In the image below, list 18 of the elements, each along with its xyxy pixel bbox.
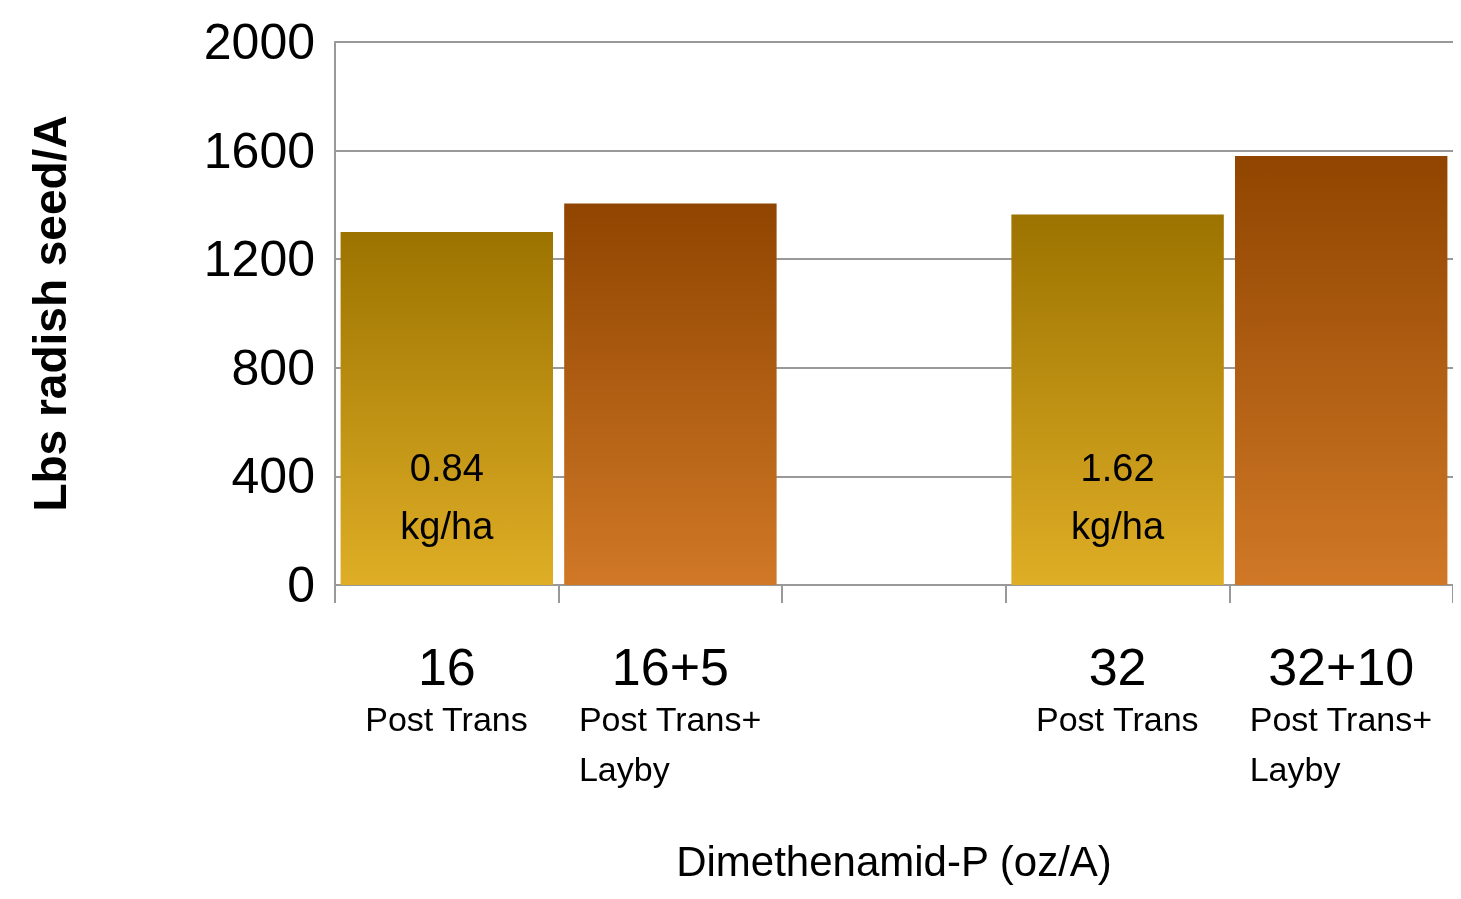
annotation: 0.84 kg/ha <box>400 447 495 547</box>
x-axis-title: Dimethenamid-P (oz/A) <box>676 837 1112 885</box>
annotation: 1.62 kg/ha <box>1071 447 1165 547</box>
y-tick-label: 800 <box>231 339 315 396</box>
y-axis-title: Lbs radish seed/A <box>24 115 76 512</box>
y-tick-label: 400 <box>231 448 315 505</box>
x-tick-label: 32 Post Trans <box>1036 638 1199 738</box>
y-tick-label: 2000 <box>203 14 315 70</box>
bar <box>340 232 554 585</box>
y-tick-label: 0 <box>287 557 315 613</box>
x-tick-label: 32+10 Post Trans+ Layby <box>1249 638 1433 788</box>
x-tick-label: 16+5 Post Trans+ Layby <box>578 638 762 788</box>
x-tick-label: 16 Post Trans <box>365 638 528 738</box>
bar <box>1234 156 1448 585</box>
y-tick-label: 1600 <box>203 122 315 179</box>
bar <box>564 203 777 585</box>
y-tick-label: 1200 <box>203 231 315 288</box>
bar <box>1011 214 1224 585</box>
